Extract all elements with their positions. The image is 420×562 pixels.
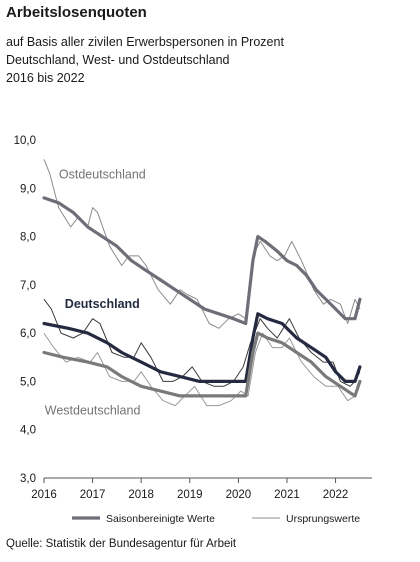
subtitle-line-3: 2016 bis 2022	[6, 71, 85, 85]
x-tick-label: 2021	[274, 489, 300, 501]
y-tick-label: 9,0	[20, 183, 36, 195]
y-tick-label: 7,0	[20, 280, 36, 292]
x-tick-label: 2020	[226, 489, 252, 501]
subtitle-line-1: auf Basis aller zivilen Erwerbspersonen …	[6, 35, 284, 49]
series-label-westdeutschland: Westdeutschland	[45, 403, 141, 417]
seasonal-line-ostdeutschland	[42, 196, 362, 326]
raw-line-ostdeutschland	[43, 159, 361, 329]
y-tick-label: 5,0	[20, 376, 36, 388]
y-tick-label: 6,0	[20, 328, 36, 340]
x-tick-label: 2022	[323, 489, 349, 501]
y-tick-label: 4,0	[20, 425, 36, 437]
series-label-deutschland: Deutschland	[65, 297, 140, 311]
chart-series	[42, 159, 362, 407]
chart-title: Arbeitslosenquoten	[6, 4, 147, 21]
chart-legend: Saisonbereinigte Werte Ursprungswerte	[72, 513, 360, 525]
y-tick-label: 10,0	[14, 135, 36, 147]
raw-line-deutschland	[43, 298, 361, 387]
legend-label-raw: Ursprungswerte	[286, 513, 360, 525]
raw-line-westdeutschland	[43, 332, 361, 407]
subtitle-line-2: Deutschland, West- und Ostdeutschland	[6, 53, 230, 67]
series-label-ostdeutschland: Ostdeutschland	[59, 168, 146, 182]
seasonal-line-deutschland	[42, 312, 362, 383]
x-tick-label: 2018	[128, 489, 154, 501]
x-tick-label: 2019	[177, 489, 203, 501]
legend-label-seasonal: Saisonbereinigte Werte	[106, 513, 215, 525]
y-tick-label: 8,0	[20, 232, 36, 244]
x-tick-label: 2016	[31, 489, 57, 501]
x-tick-label: 2017	[80, 489, 106, 501]
chart-axes: 3,0 4,0 5,0 6,0 7,0 8,0 9,0 10,0 2016 2017 2018 201…	[14, 135, 372, 501]
seasonal-line-westdeutschland	[42, 331, 362, 398]
source-note: Quelle: Statistik der Bundesagentur für …	[6, 538, 237, 550]
y-tick-label: 3,0	[20, 473, 36, 485]
series-labels: Ostdeutschland Deutschland Westdeutschland	[45, 168, 146, 418]
